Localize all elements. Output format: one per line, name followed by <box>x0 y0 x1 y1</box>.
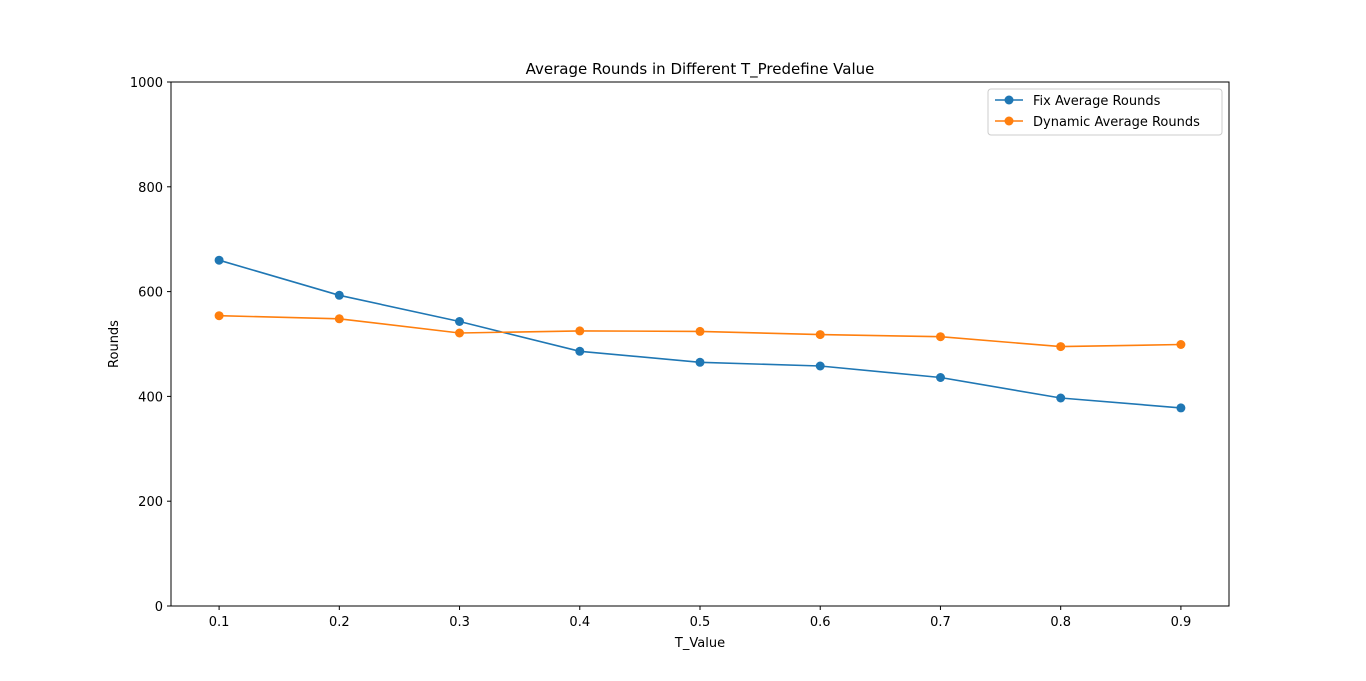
data-point-dynamic-average-rounds <box>575 326 585 336</box>
data-point-fix-average-rounds <box>695 357 705 367</box>
x-tick-label: 0.8 <box>1050 615 1071 630</box>
legend-label-fix-average-rounds: Fix Average Rounds <box>1033 94 1161 109</box>
data-point-fix-average-rounds <box>815 361 825 371</box>
data-point-dynamic-average-rounds <box>1056 342 1066 352</box>
legend: Fix Average Rounds Dynamic Average Round… <box>987 88 1223 136</box>
legend-marker-fix-average-rounds <box>1004 95 1014 105</box>
x-tick-label: 0.7 <box>930 615 951 630</box>
data-point-fix-average-rounds <box>214 255 224 265</box>
y-axis-ticks: 0 200 400 600 800 1000 <box>130 76 171 615</box>
legend-box <box>987 88 1223 136</box>
data-point-dynamic-average-rounds <box>1176 340 1186 349</box>
data-point-dynamic-average-rounds <box>214 311 224 321</box>
legend-label-dynamic-average-rounds: Dynamic Average Rounds <box>1033 115 1200 130</box>
x-tick-label: 0.3 <box>449 615 470 630</box>
x-tick-label: 0.2 <box>329 615 350 630</box>
y-tick-label: 1000 <box>130 76 163 91</box>
y-tick-label: 800 <box>138 181 163 196</box>
x-tick-label: 0.5 <box>690 615 711 630</box>
x-tick-label: 0.9 <box>1171 615 1192 630</box>
data-point-fix-average-rounds <box>455 317 464 326</box>
y-tick-label: 0 <box>155 600 163 615</box>
x-axis-ticks: 0.1 0.2 0.3 0.4 0.5 0.6 0.7 0.8 0.9 <box>209 606 1192 630</box>
legend-marker-dynamic-average-rounds <box>1004 116 1014 126</box>
x-axis-label: T_Value <box>674 636 725 651</box>
data-point-dynamic-average-rounds <box>695 326 705 336</box>
data-point-fix-average-rounds <box>1176 403 1186 413</box>
data-point-fix-average-rounds <box>334 290 344 300</box>
x-tick-label: 0.6 <box>810 615 831 630</box>
data-point-fix-average-rounds <box>1056 393 1066 403</box>
data-point-fix-average-rounds <box>575 346 585 356</box>
x-tick-label: 0.4 <box>569 615 590 630</box>
y-tick-label: 200 <box>138 495 163 510</box>
data-point-dynamic-average-rounds <box>815 330 825 340</box>
data-point-dynamic-average-rounds <box>455 328 464 338</box>
data-point-dynamic-average-rounds <box>936 332 945 342</box>
chart-title: Average Rounds in Different T_Predefine … <box>526 60 875 79</box>
series-layer <box>214 255 1186 413</box>
data-point-fix-average-rounds <box>936 373 945 382</box>
y-axis-label: Rounds <box>107 320 122 368</box>
data-point-dynamic-average-rounds <box>334 314 344 324</box>
y-tick-label: 600 <box>138 286 163 301</box>
x-tick-label: 0.1 <box>209 615 230 630</box>
y-tick-label: 400 <box>138 390 163 405</box>
